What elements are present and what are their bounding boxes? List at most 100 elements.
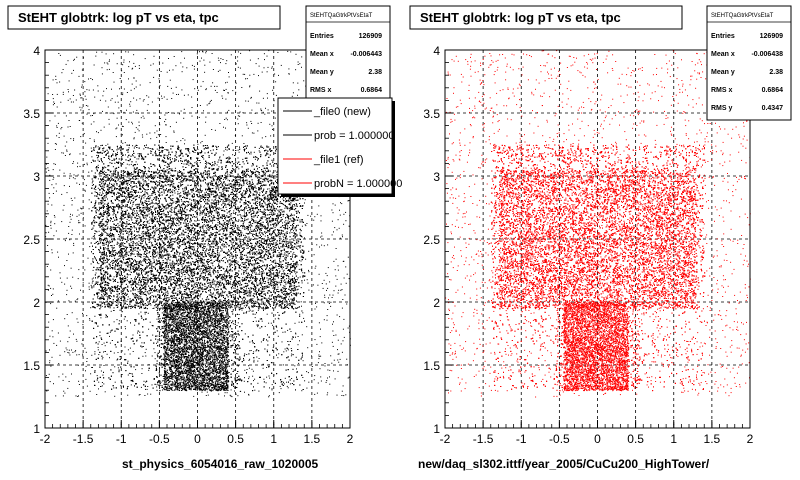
scatter-point — [330, 355, 332, 357]
scatter-point — [106, 353, 108, 355]
scatter-point — [100, 272, 102, 274]
scatter-point — [283, 383, 285, 385]
scatter-point — [154, 132, 156, 134]
scatter-point — [51, 249, 53, 251]
scatter-point — [266, 55, 268, 57]
scatter-point — [151, 384, 153, 386]
scatter-point — [211, 161, 213, 163]
scatter-point — [205, 52, 207, 54]
scatter-point — [61, 281, 63, 283]
scatter-point — [102, 177, 104, 179]
scatter-point — [170, 87, 172, 89]
scatter-point — [204, 64, 206, 66]
scatter-point — [155, 230, 157, 232]
scatter-point — [188, 151, 190, 153]
scatter-point — [199, 162, 201, 164]
scatter-point — [50, 227, 52, 229]
scatter-point — [261, 71, 263, 73]
scatter-point — [251, 243, 253, 245]
scatter-point — [82, 282, 84, 284]
scatter-point — [331, 341, 333, 343]
scatter-point — [261, 225, 263, 227]
scatter-point — [64, 392, 66, 394]
scatter-point — [79, 165, 81, 167]
scatter-point — [142, 207, 143, 209]
scatter-point — [97, 187, 99, 189]
scatter-point — [214, 89, 216, 91]
scatter-point — [119, 309, 121, 311]
scatter-point — [249, 153, 250, 155]
scatter-point — [159, 85, 161, 87]
scatter-point — [213, 217, 215, 219]
scatter-point — [331, 209, 333, 211]
scatter-point — [170, 244, 172, 246]
scatter-point — [142, 115, 144, 117]
scatter-point — [208, 376, 210, 378]
scatter-point — [222, 97, 224, 99]
scatter-point — [173, 309, 175, 311]
scatter-point — [52, 79, 54, 81]
scatter-point — [56, 143, 57, 145]
scatter-point — [193, 301, 195, 303]
scatter-point — [74, 351, 76, 353]
scatter-point — [240, 176, 241, 177]
scatter-point — [52, 98, 54, 100]
scatter-point — [96, 168, 98, 170]
scatter-point — [130, 241, 132, 243]
scatter-point — [276, 330, 278, 332]
scatter-point — [86, 89, 88, 91]
scatter-point — [174, 175, 176, 177]
scatter-point — [254, 378, 256, 380]
scatter-point — [138, 67, 140, 69]
scatter-point — [74, 197, 76, 199]
scatter-point — [133, 138, 135, 140]
scatter-point — [302, 272, 304, 274]
scatter-point — [62, 93, 64, 95]
scatter-point — [281, 292, 283, 294]
scatter-point — [274, 293, 276, 295]
scatter-point — [295, 332, 297, 334]
scatter-point — [100, 296, 102, 298]
scatter-point — [243, 184, 245, 186]
scatter-point — [77, 364, 79, 366]
scatter-point — [78, 269, 80, 271]
scatter-point — [161, 380, 163, 382]
scatter-point — [222, 267, 224, 269]
scatter-point — [261, 218, 263, 220]
scatter-point — [193, 268, 195, 270]
scatter-point — [48, 169, 50, 171]
scatter-point — [316, 213, 318, 215]
scatter-point — [72, 101, 74, 103]
scatter-point — [69, 216, 71, 218]
scatter-point — [308, 269, 309, 271]
scatter-point — [271, 301, 273, 303]
scatter-point — [258, 150, 260, 152]
scatter-point — [191, 96, 193, 98]
scatter-point — [264, 169, 266, 171]
scatter-point — [317, 284, 319, 286]
scatter-point — [232, 267, 233, 268]
scatter-point — [269, 196, 271, 198]
scatter-point — [315, 302, 316, 304]
scatter-point — [249, 86, 251, 88]
scatter-point — [77, 321, 79, 323]
scatter-point — [182, 350, 184, 352]
scatter-point — [123, 72, 125, 73]
scatter-point — [151, 325, 153, 326]
scatter-point — [222, 154, 224, 156]
scatter-point — [123, 162, 125, 163]
scatter-point — [172, 194, 174, 196]
scatter-point — [156, 248, 158, 250]
scatter-point — [321, 342, 323, 344]
scatter-point — [250, 293, 252, 295]
scatter-point — [320, 236, 322, 238]
scatter-point — [142, 100, 144, 102]
scatter-point — [236, 260, 238, 262]
scatter-point — [232, 90, 234, 92]
scatter-point — [277, 294, 279, 295]
scatter-point — [135, 127, 137, 129]
scatter-point — [109, 254, 111, 256]
scatter-point — [82, 355, 84, 357]
scatter-point — [143, 380, 145, 382]
scatter-point — [224, 210, 226, 212]
